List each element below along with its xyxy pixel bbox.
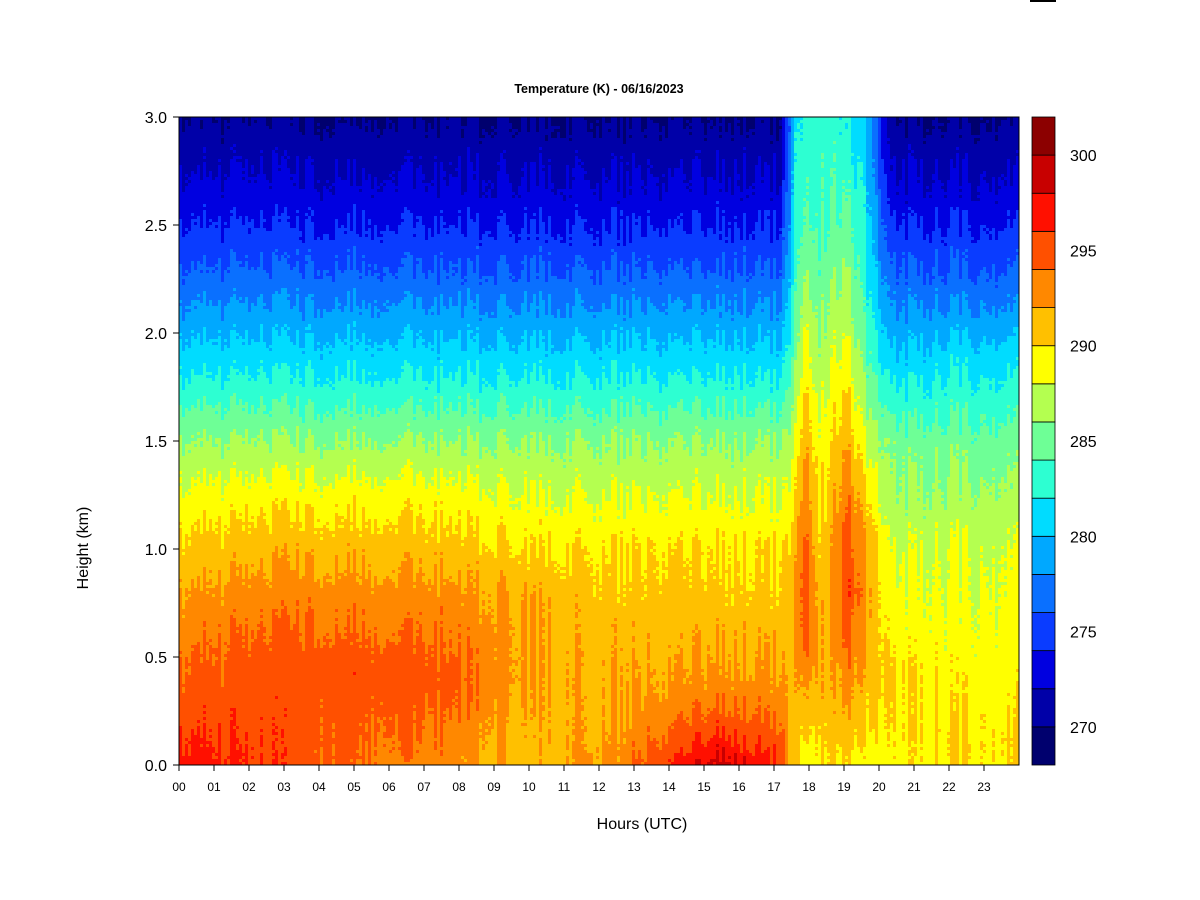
x-tick-label: 17 bbox=[767, 780, 781, 794]
y-tick-label: 1.5 bbox=[145, 434, 167, 451]
y-tick-label: 2.5 bbox=[145, 218, 167, 235]
x-tick-label: 06 bbox=[382, 780, 396, 794]
colorbar-swatch bbox=[1031, 726, 1056, 766]
colorbar-swatch bbox=[1031, 612, 1056, 652]
colorbar-swatch bbox=[1031, 421, 1056, 461]
x-tick-label: 22 bbox=[942, 780, 956, 794]
colorbar-swatch bbox=[1031, 688, 1056, 728]
colorbar-swatch bbox=[1031, 345, 1056, 385]
x-tick-label: 13 bbox=[627, 780, 641, 794]
colorbar-tick-label: 285 bbox=[1070, 434, 1097, 451]
x-tick-label: 14 bbox=[662, 780, 676, 794]
colorbar-tick-label: 280 bbox=[1070, 529, 1097, 546]
y-tick-label: 0.0 bbox=[145, 758, 167, 775]
y-tick-label: 3.0 bbox=[145, 110, 167, 127]
axes: 00 01 02 03 04 05 06 07 08 09 10 11 12 13 14 15 16 17 18 19… bbox=[145, 110, 991, 794]
colorbar-tick-label: 295 bbox=[1070, 243, 1097, 260]
colorbar-swatch bbox=[1031, 497, 1056, 537]
corner-mark bbox=[1030, 0, 1056, 2]
y-tick-label: 1.0 bbox=[145, 542, 167, 559]
colorbar-swatch bbox=[1031, 459, 1056, 499]
x-tick-label: 00 bbox=[172, 780, 186, 794]
x-tick-label: 18 bbox=[802, 780, 816, 794]
colorbar-tick-label: 275 bbox=[1070, 625, 1097, 642]
x-tick-label: 04 bbox=[312, 780, 326, 794]
x-tick-label: 01 bbox=[207, 780, 221, 794]
colorbar-tick-label: 300 bbox=[1070, 148, 1097, 165]
x-tick-label: 20 bbox=[872, 780, 886, 794]
colorbar-swatch bbox=[1031, 269, 1056, 308]
x-tick-label: 10 bbox=[522, 780, 536, 794]
colorbar-swatch bbox=[1031, 535, 1056, 575]
y-tick-label: 0.5 bbox=[145, 650, 167, 667]
heatmap bbox=[179, 117, 1020, 766]
colorbar-swatch bbox=[1031, 192, 1056, 232]
x-axis-label: Hours (UTC) bbox=[597, 816, 688, 833]
x-tick-label: 03 bbox=[277, 780, 291, 794]
colorbar: 270 275 280 285 290 295 300 bbox=[1031, 116, 1097, 766]
colorbar-swatch bbox=[1031, 650, 1056, 690]
colorbar-swatch bbox=[1031, 154, 1056, 194]
colorbar-swatch bbox=[1031, 307, 1056, 347]
x-tick-label: 02 bbox=[242, 780, 256, 794]
colorbar-swatch bbox=[1031, 116, 1056, 156]
x-tick-label: 15 bbox=[697, 780, 711, 794]
y-tick-label: 2.0 bbox=[145, 326, 167, 343]
colorbar-tick-label: 290 bbox=[1070, 339, 1097, 356]
x-tick-label: 16 bbox=[732, 780, 746, 794]
x-tick-label: 08 bbox=[452, 780, 466, 794]
x-tick-label: 23 bbox=[977, 780, 991, 794]
colorbar-swatch bbox=[1031, 383, 1056, 423]
colorbar-swatch bbox=[1031, 574, 1056, 613]
x-tick-label: 21 bbox=[907, 780, 921, 794]
chart-title: Temperature (K) - 06/16/2023 bbox=[514, 82, 683, 96]
colorbar-swatch bbox=[1031, 230, 1056, 270]
x-tick-label: 09 bbox=[487, 780, 501, 794]
x-tick-label: 19 bbox=[837, 780, 851, 794]
x-tick-label: 12 bbox=[592, 780, 606, 794]
x-tick-label: 05 bbox=[347, 780, 361, 794]
x-tick-label: 11 bbox=[558, 780, 571, 794]
colorbar-tick-label: 270 bbox=[1070, 720, 1097, 737]
x-tick-label: 07 bbox=[417, 780, 431, 794]
y-axis-label: Height (km) bbox=[75, 507, 92, 590]
